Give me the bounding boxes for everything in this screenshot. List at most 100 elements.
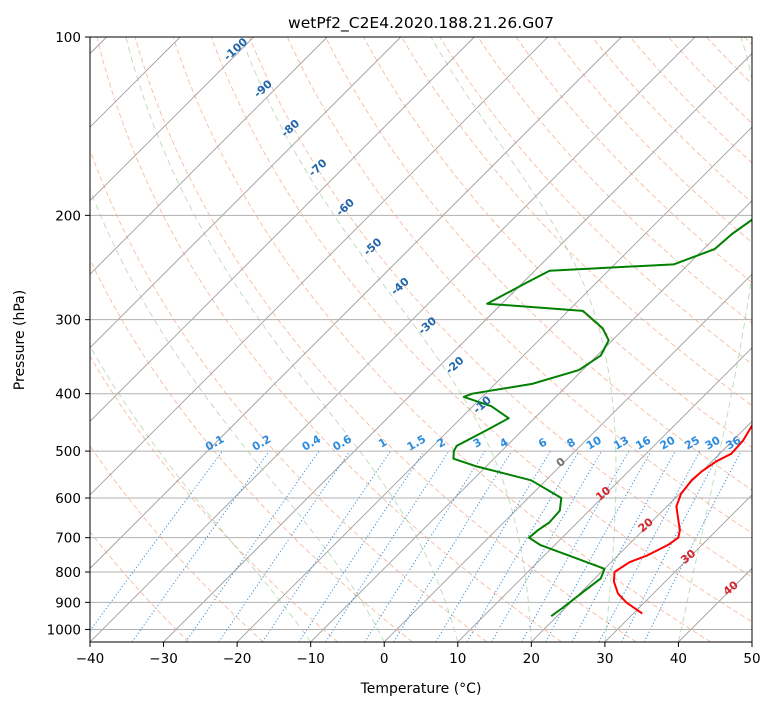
mixing-ratio-label: 13 [611, 434, 631, 453]
mixing-ratio-label: 3 [471, 436, 484, 451]
mixing-ratio-line [466, 450, 580, 642]
y-tick-label: 300 [55, 313, 81, 329]
dry-adiabat-label: -10 [471, 393, 495, 416]
line-labels: -100-90-80-70-60-50-40-30-20-10010203040… [203, 35, 743, 598]
dry-adiabat [90, 258, 413, 642]
mixing-ratio-line [598, 450, 701, 642]
dry-adiabat-label: -50 [361, 235, 385, 258]
x-tick-label: 0 [380, 651, 389, 667]
moist-adiabat [677, 37, 752, 642]
mixing-ratio-line [521, 450, 630, 642]
dry-adiabat [90, 445, 264, 642]
dry-adiabat-label: 0 [554, 455, 568, 470]
isotherm-line [90, 37, 622, 570]
dry-adiabat [210, 37, 752, 623]
mixing-ratio-label: 1.5 [405, 433, 428, 454]
y-tick-label: 900 [55, 595, 81, 611]
y-tick-label: 1000 [47, 622, 81, 638]
profile-lines [452, 218, 752, 618]
isotherm-line [90, 37, 402, 349]
mixing-ratio-label: 25 [682, 434, 702, 453]
isotherm-line [90, 37, 254, 202]
y-tick-label: 600 [55, 491, 81, 507]
isotherm-line [383, 273, 752, 642]
moist-adiabat [90, 345, 312, 642]
isotherm-line [236, 126, 752, 642]
mixing-ratio-line [435, 450, 551, 642]
y-tick-label: 100 [55, 30, 81, 46]
dry-adiabat-label: 20 [636, 515, 656, 535]
dry-adiabat-label: 40 [721, 578, 741, 598]
x-axis-label: Temperature (°C) [360, 681, 482, 697]
mixing-ratio-label: 1 [376, 436, 389, 451]
mixing-ratio-line [218, 450, 351, 642]
dry-adiabat [96, 37, 562, 642]
x-axis: −40 −30 −20 −10 0 10 20 30 40 50 [76, 642, 761, 667]
mixing-ratio-line [131, 450, 270, 642]
dry-adiabat [248, 37, 752, 578]
dry-adiabat [325, 37, 752, 491]
dry-adiabat-label: 10 [593, 484, 613, 504]
mixing-ratio-line [491, 450, 603, 642]
mixing-ratio-line [621, 450, 721, 642]
isotherm-line [90, 37, 328, 275]
x-tick-label: −30 [149, 651, 178, 667]
plot-frame [89, 36, 753, 643]
dry-adiabat [90, 148, 488, 642]
mixing-ratio-label: 20 [658, 433, 678, 452]
dry-adiabat-label: -40 [388, 275, 412, 298]
moist-adiabat [430, 37, 617, 642]
x-tick-label: −10 [296, 651, 325, 667]
x-tick-label: 10 [449, 651, 466, 667]
mixing-ratio-label: 6 [536, 435, 549, 450]
isotherm-line [604, 494, 752, 642]
isotherm-line [531, 420, 752, 642]
x-tick-label: 30 [596, 651, 613, 667]
x-tick-label: −20 [223, 651, 252, 667]
dry-adiabat-label: -100 [221, 35, 250, 63]
mixing-ratio-label: 4 [497, 435, 510, 450]
mixing-ratio-label: 2 [435, 436, 448, 451]
y-axis: 100 200 300 400 500 600 700 800 900 1000 [47, 30, 90, 638]
dry-adiabat-label: -30 [416, 314, 440, 337]
dry-adiabat-label: -20 [443, 354, 467, 377]
y-tick-label: 500 [55, 444, 81, 460]
mixing-ratio-line [393, 450, 513, 642]
y-tick-label: 800 [55, 565, 81, 581]
y-tick-label: 400 [55, 387, 81, 403]
mixing-ratio-label: 30 [703, 433, 723, 452]
mixing-ratio-label: 0.6 [331, 432, 355, 453]
dry-adiabat-label: -90 [251, 77, 275, 100]
grid [90, 37, 752, 630]
dry-adiabat [172, 37, 712, 642]
chart-title: wetPf2_C2E4.2020.188.21.26.G07 [288, 14, 554, 33]
mixing-ratio-label: 0.2 [250, 433, 273, 454]
dry-adiabat [553, 37, 752, 244]
moist-adiabat [240, 37, 532, 642]
isotherm-line [457, 347, 752, 642]
dry-adiabat [706, 37, 752, 85]
dry-adiabat [515, 37, 752, 284]
x-tick-label: 40 [670, 651, 687, 667]
y-axis-label: Pressure (hPa) [12, 290, 28, 390]
y-tick-label: 200 [55, 208, 81, 224]
dry-adiabat-label: -70 [306, 156, 330, 179]
dry-adiabat [134, 37, 637, 642]
dry-adiabat [477, 37, 752, 324]
isotherm-line [310, 200, 752, 642]
mixing-ratio-line [262, 450, 391, 642]
dewpoint-line [452, 218, 752, 618]
dry-adiabat [401, 37, 752, 407]
dry-adiabat-label: -80 [279, 117, 303, 140]
mixing-ratio-label: 36 [723, 433, 743, 452]
y-tick-label: 700 [55, 531, 81, 547]
dry-adiabat [90, 355, 339, 642]
mixing-ratio-line [298, 450, 425, 642]
background-lines [90, 37, 752, 642]
mixing-ratio-line [325, 450, 450, 642]
x-tick-label: 20 [523, 651, 540, 667]
dry-adiabat [744, 37, 752, 46]
mixing-ratio-line [545, 450, 652, 642]
moist-adiabat [90, 188, 385, 642]
